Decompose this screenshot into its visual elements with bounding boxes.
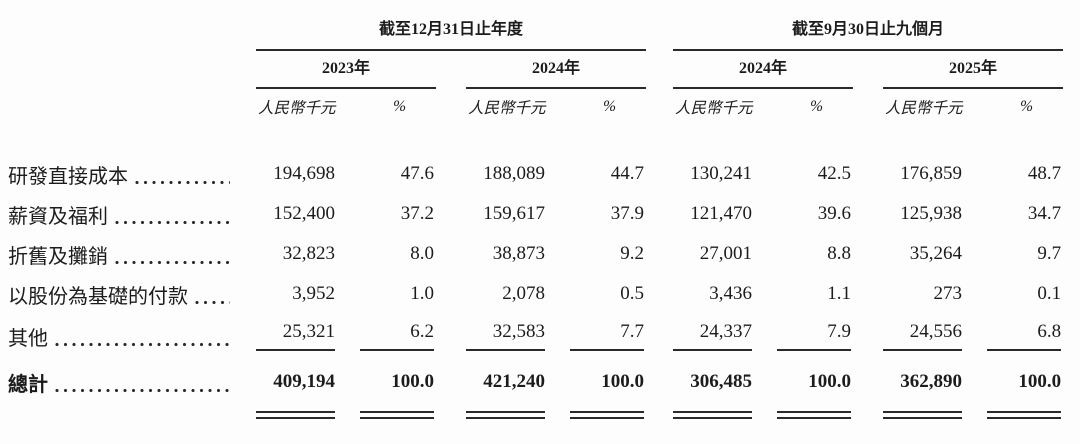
cell-value: 24,556 [883,321,963,351]
cell-value: 3,952 [292,283,335,304]
cell-value: 6.8 [987,321,1062,351]
cell-value: 121,470 [690,203,753,224]
group-title-nine-months-sep30: 截至9月30日止九個月 [673,12,1064,51]
unit-label-rmb: 人民幣千元 [468,99,546,117]
cell-value: 9.7 [1037,243,1062,264]
cell-value: 39.6 [817,203,852,224]
spacer-row [0,124,1080,154]
total-value: 100.0 [601,371,645,392]
unit-label-pct: % [810,97,824,115]
cell-value: 152,400 [273,203,335,224]
group-gap [646,12,673,50]
total-value: 409,194 [273,371,335,392]
unit-label-rmb: 人民幣千元 [675,99,753,117]
cell-value: 37.2 [400,203,434,224]
unit-label-pct: % [603,97,617,115]
table-row-share-based-payments: 以股份為基礎的付款 3,952 1.0 2,078 0.5 3,436 1.1 … [0,274,1080,314]
cell-value: 194,698 [273,163,335,184]
unit-label-rmb: 人民幣千元 [258,99,336,117]
cell-value: 37.9 [610,203,645,224]
cell-value: 32,823 [282,243,335,264]
table-row-salaries-benefits: 薪資及福利 152,400 37.2 159,617 37.9 121,470 … [0,194,1080,234]
double-rule [673,411,753,419]
cell-value: 273 [933,283,963,304]
cell-value: 3,436 [709,283,753,304]
total-value: 100.0 [808,371,852,392]
cell-value: 47.6 [400,163,434,184]
year-header-row: 2023年 2024年 2024年 2025年 [0,50,1080,89]
table-row-total: 總計 409,194 100.0 421,240 100.0 306,485 1… [0,358,1080,406]
cell-value: 44.7 [610,163,645,184]
row-label: 研發直接成本 [8,165,128,188]
total-value: 100.0 [1018,371,1062,392]
double-rule [987,411,1062,419]
double-rule [777,411,852,419]
cell-value: 9.2 [620,243,645,264]
cell-value: 8.0 [410,243,434,264]
year-header-2023: 2023年 [256,50,436,89]
cell-value: 1.0 [410,283,434,304]
total-value: 421,240 [483,371,545,392]
cell-value: 176,859 [900,163,963,184]
cell-value: 35,264 [909,243,963,264]
total-value: 100.0 [391,371,434,392]
cell-value: 24,337 [673,321,753,351]
row-label: 折舊及攤銷 [8,245,108,268]
cell-value: 38,873 [492,243,545,264]
total-double-rule-row [0,406,1080,424]
table-row-depreciation-amortisation: 折舊及攤銷 32,823 8.0 38,873 9.2 27,001 8.8 3… [0,234,1080,274]
unit-header-row: 人民幣千元 % 人民幣千元 % 人民幣千元 % 人民幣千元 % [0,88,1080,124]
unit-label-rmb: 人民幣千元 [885,99,963,117]
unit-label-pct: % [393,97,406,115]
cell-value: 0.1 [1037,283,1062,304]
cell-value: 34.7 [1027,203,1062,224]
cell-value: 27,001 [699,243,753,264]
year-header-2025-9m: 2025年 [883,50,1064,89]
double-rule [256,411,335,419]
total-value: 306,485 [690,371,753,392]
double-rule [360,411,434,419]
dot-leader [115,219,230,225]
cell-value: 8.8 [827,243,852,264]
row-label: 其他 [8,327,48,350]
corner-blank [0,12,256,50]
cell-value: 2,078 [502,283,545,304]
double-rule [883,411,963,419]
cell-value: 48.7 [1027,163,1062,184]
cell-value: 130,241 [690,163,753,184]
table-row-rd-direct-costs: 研發直接成本 194,698 47.6 188,089 44.7 130,241… [0,154,1080,194]
row-label: 以股份為基礎的付款 [8,285,188,308]
dot-leader [115,259,230,265]
unit-label-pct: % [1020,97,1034,115]
year-header-2024: 2024年 [466,50,647,89]
dot-leader [195,299,230,305]
cell-value: 0.5 [620,283,645,304]
group-header-row: 截至12月31日止年度 截至9月30日止九個月 [0,12,1080,51]
row-label-total: 總計 [8,373,48,396]
dot-leader [55,341,230,347]
cell-value: 188,089 [483,163,545,184]
cell-value: 159,617 [483,203,545,224]
cell-value: 7.9 [777,321,852,351]
cell-value: 42.5 [817,163,852,184]
year-header-2024-9m: 2024年 [673,50,854,89]
dot-leader [135,179,230,185]
double-rule [570,411,645,419]
row-label: 薪資及福利 [8,205,108,228]
rd-cost-breakdown-table: 截至12月31日止年度 截至9月30日止九個月 2023年 2024年 2024… [0,12,1080,424]
group-title-year-ended-dec31: 截至12月31日止年度 [256,12,647,51]
right-margin [1063,12,1080,50]
double-rule [466,411,545,419]
cell-value: 32,583 [466,321,545,351]
cell-value: 1.1 [827,283,852,304]
cell-value: 25,321 [256,321,335,351]
cell-value: 7.7 [570,321,645,351]
table-row-others: 其他 25,321 6.2 32,583 7.7 24,337 7.9 24,5… [0,314,1080,358]
cell-value: 125,938 [900,203,963,224]
cell-value: 6.2 [360,321,434,351]
total-value: 362,890 [900,371,963,392]
dot-leader [55,387,230,393]
